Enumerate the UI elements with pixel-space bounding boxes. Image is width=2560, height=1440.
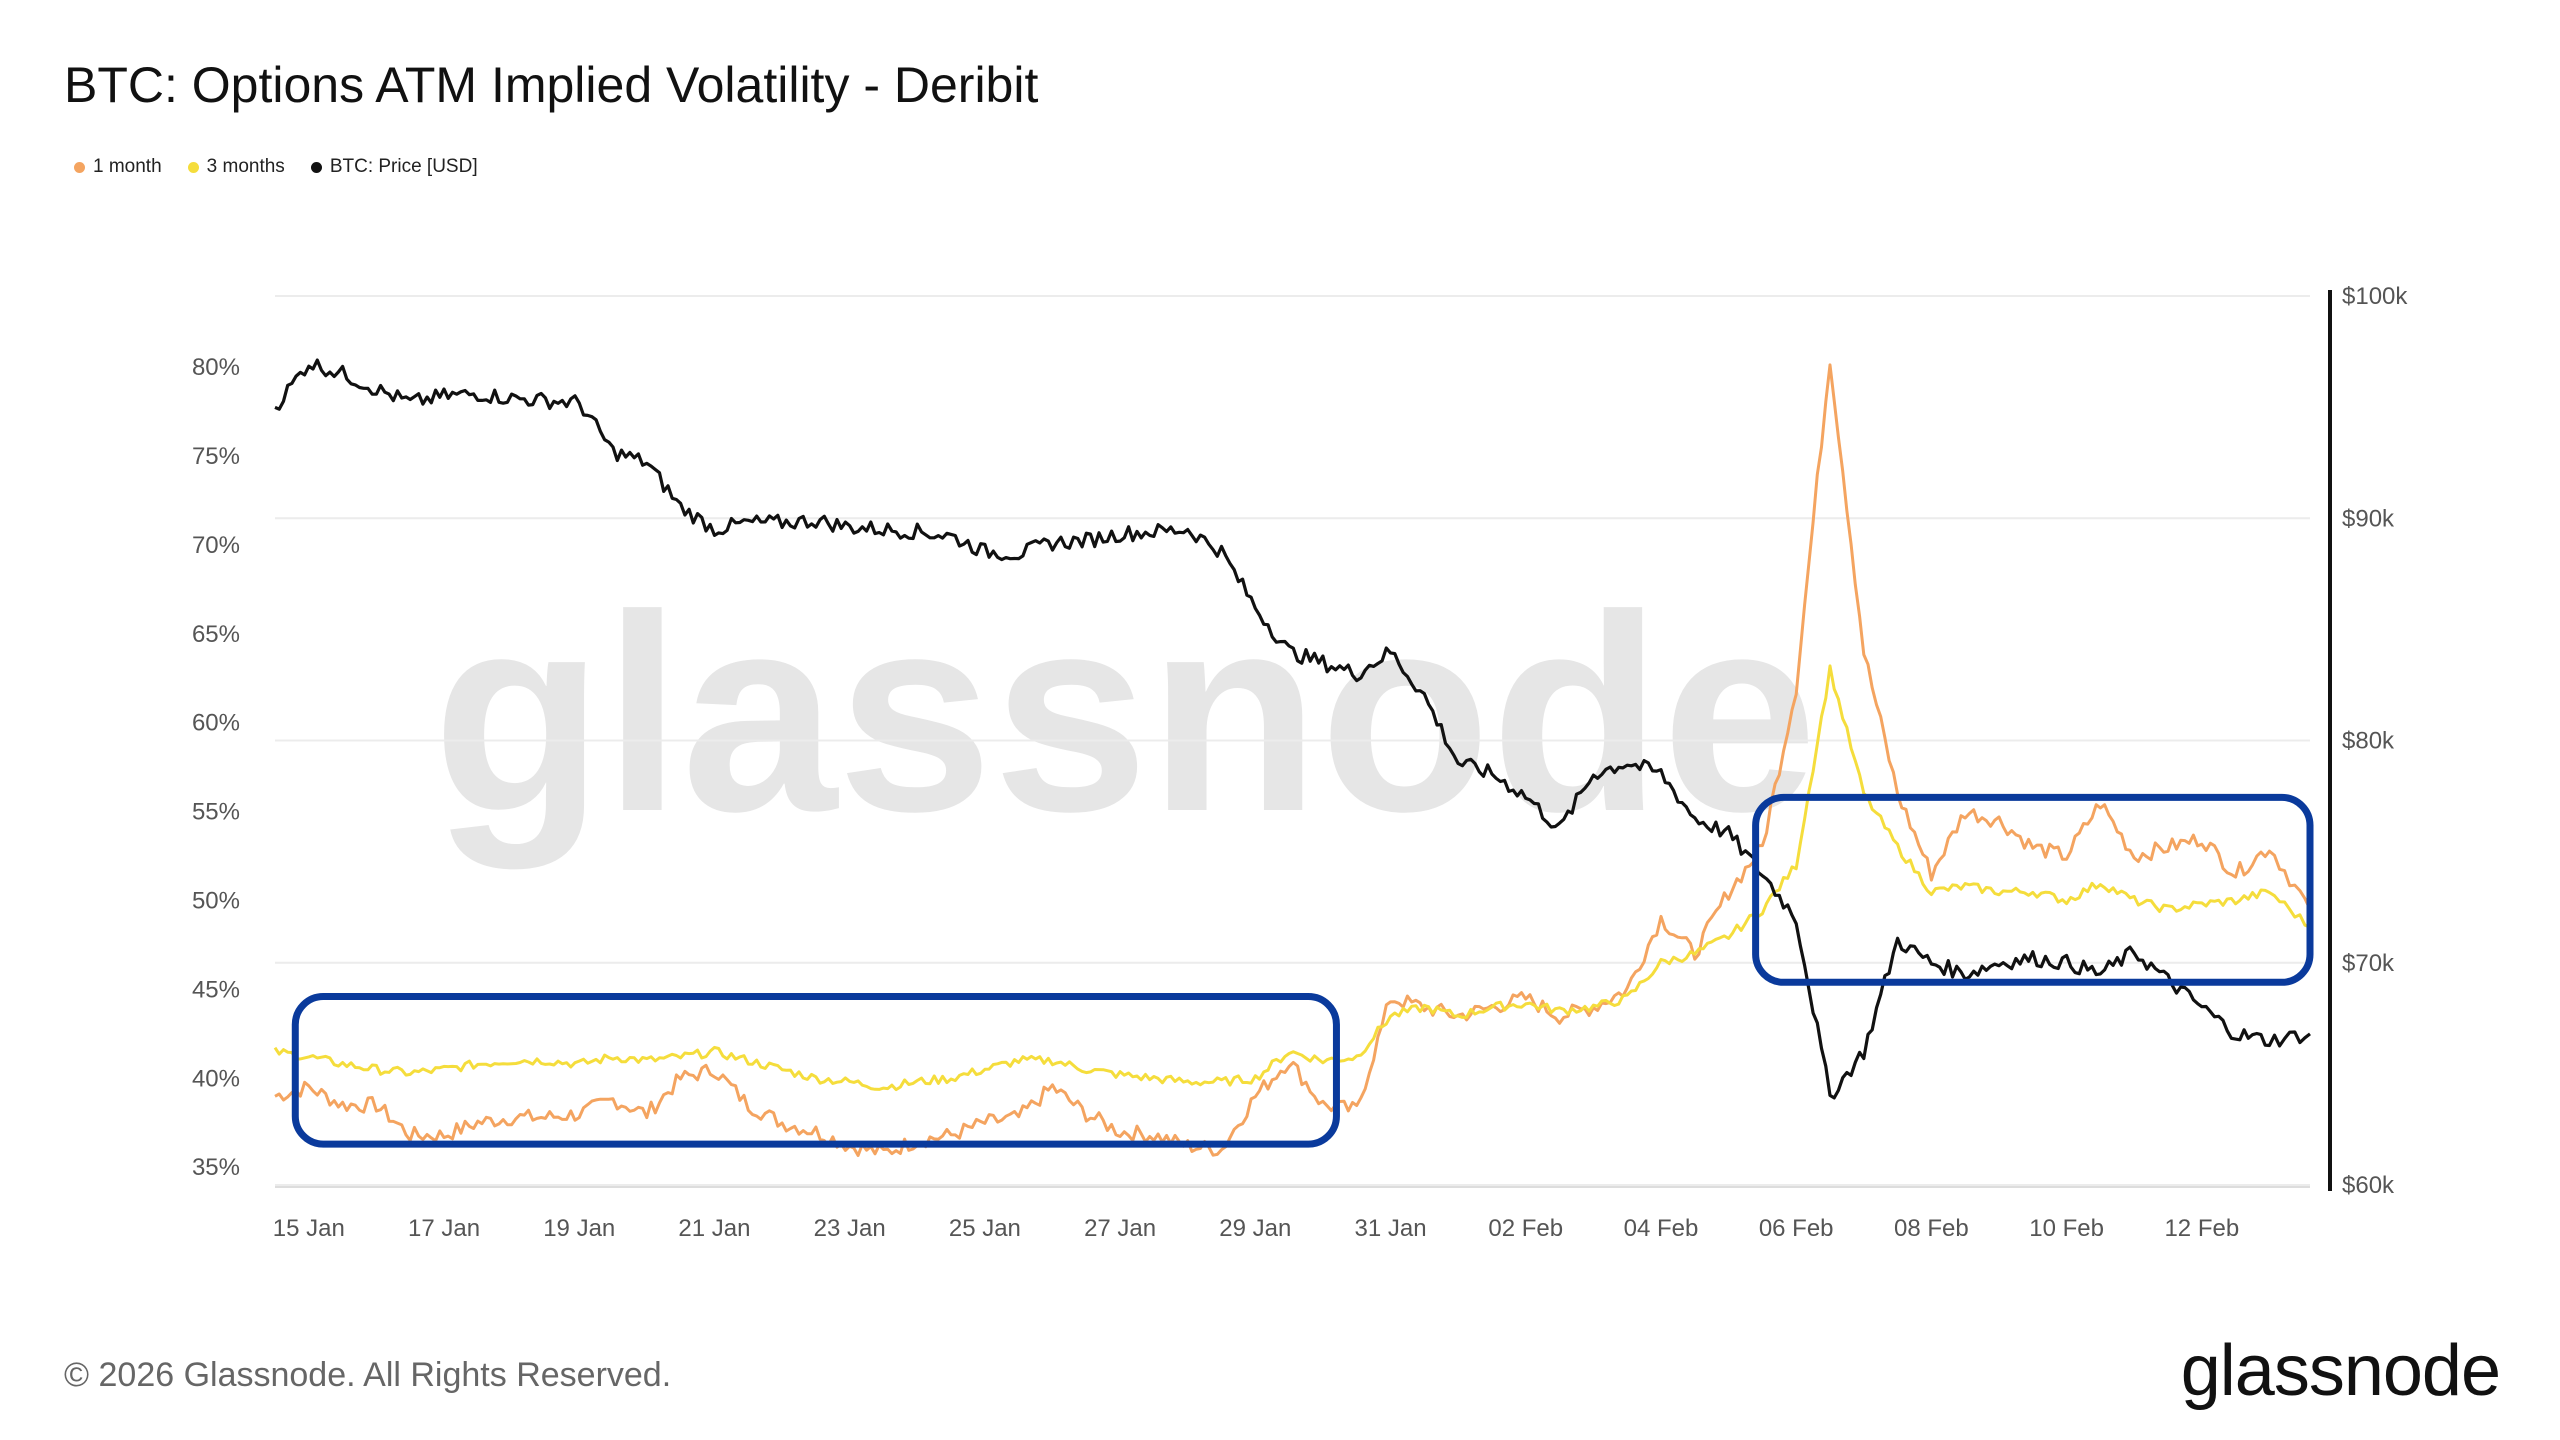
watermark: glassnode [433,558,1818,871]
y-left-tick-label: 70% [192,532,240,559]
copyright-text: © 2026 Glassnode. All Rights Reserved. [64,1356,672,1394]
x-tick-label: 19 Jan [543,1215,615,1242]
x-tick-label: 08 Feb [1894,1215,1969,1242]
axes-layer: $60k $70k $80k $90k $100k 35% 40% 45% 50% 55% 60% 6… [192,283,2408,1242]
highlight-box [291,993,1340,1148]
legend-label: 1 month [93,156,162,177]
x-tick-label: 31 Jan [1355,1215,1427,1242]
y-left-tick-label: 55% [192,799,240,826]
legend-label: BTC: Price [USD] [329,156,478,177]
x-tick-label: 02 Feb [1488,1215,1563,1242]
x-tick-label: 04 Feb [1624,1215,1699,1242]
y-left-tick-label: 50% [192,888,240,915]
x-tick-label: 12 Feb [2164,1215,2239,1242]
y-left-tick-label: 35% [192,1154,240,1181]
x-tick-label: 17 Jan [408,1215,480,1242]
y-left-tick-label: 65% [192,621,240,648]
legend-dot-icon [310,161,322,173]
y-left-tick-label: 80% [192,354,240,381]
chart-title: BTC: Options ATM Implied Volatility - De… [64,57,1039,113]
y-right-tick-label: $70k [2342,950,2395,977]
x-tick-label: 27 Jan [1084,1215,1156,1242]
y-left-tick-label: 45% [192,976,240,1003]
y-right-tick-label: $60k [2342,1172,2395,1199]
highlight-box [1752,793,2314,986]
legend-dot-icon [74,161,85,173]
legend-dot-icon [187,161,199,173]
legend-item-3-months[interactable]: 3 months [187,156,285,178]
x-tick-label: 06 Feb [1759,1215,1834,1242]
x-tick-label: 23 Jan [814,1215,886,1242]
x-tick-label: 29 Jan [1219,1215,1291,1242]
y-right-tick-label: $80k [2342,728,2395,755]
y-right-tick-label: $90k [2342,505,2395,532]
y-left-tick-label: 60% [192,710,240,737]
x-tick-label: 10 Feb [2029,1215,2104,1242]
series-3-months-line [273,664,2311,1092]
legend-item-btc-price[interactable]: BTC: Price [USD] [310,156,478,178]
glassnode-logo[interactable]: glassnode [2180,1331,2501,1411]
y-right-tick-label: $100k [2342,283,2408,310]
gridlines [275,295,2310,1186]
legend: 1 month 3 months BTC: Price [USD] [74,156,478,178]
legend-item-1-month[interactable]: 1 month [74,156,162,178]
legend-label: 3 months [206,156,285,177]
y-left-tick-label: 40% [192,1065,240,1092]
y-left-tick-label: 75% [192,443,240,470]
series-1-month-line [274,363,2312,1157]
x-tick-label: 15 Jan [273,1215,345,1242]
x-tick-label: 21 Jan [678,1215,750,1242]
x-tick-label: 25 Jan [949,1215,1021,1242]
highlight-layer [291,793,2314,1148]
